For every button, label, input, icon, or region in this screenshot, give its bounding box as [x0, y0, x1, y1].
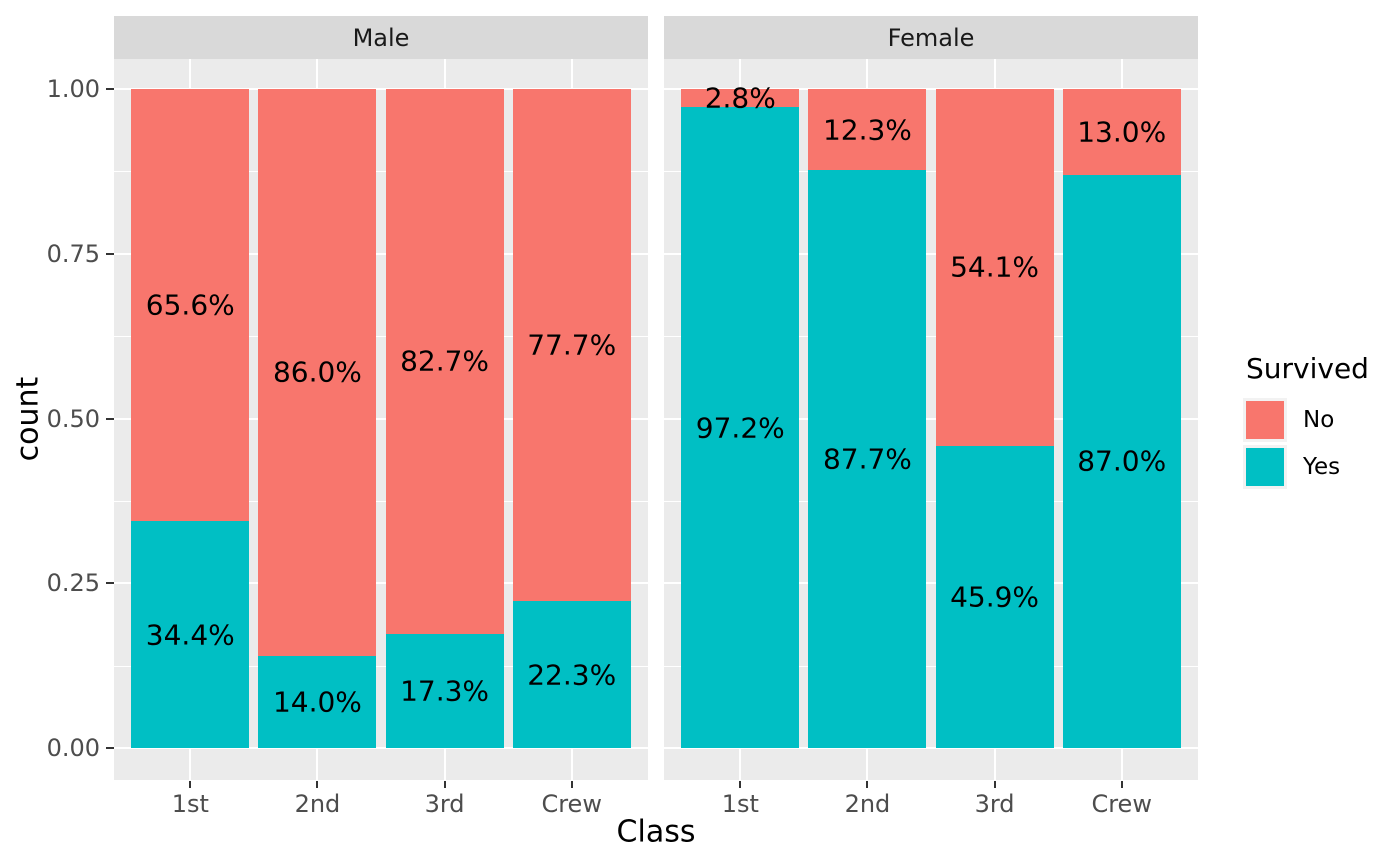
x-tick-mark — [866, 781, 869, 788]
gridline-major-h — [664, 88, 1198, 90]
y-tick-mark — [106, 747, 114, 749]
bar-label: 77.7% — [527, 328, 617, 362]
y-tick-label: 0.25 — [46, 569, 100, 598]
facet-strip-label: Female — [887, 23, 975, 52]
legend-label: Yes — [1303, 454, 1341, 480]
legend: Survived No Yes — [1243, 352, 1369, 492]
x-tick-label: Crew — [541, 790, 602, 818]
x-tick-label: 2nd — [844, 790, 891, 818]
bar-segment-no — [385, 89, 504, 634]
legend-title: Survived — [1246, 352, 1369, 385]
bar-segment-no — [131, 89, 250, 522]
bar-label: 14.0% — [272, 685, 362, 719]
y-tick-label: 0.50 — [46, 404, 100, 433]
x-tick-mark — [739, 781, 742, 788]
y-tick-mark — [106, 582, 114, 585]
bar-segment-yes — [1062, 174, 1181, 748]
bar-label: 97.2% — [695, 411, 785, 445]
bar-label: 22.3% — [527, 658, 617, 692]
legend-swatch-no — [1246, 401, 1284, 439]
x-tick-mark — [189, 781, 192, 788]
x-tick-mark — [570, 781, 573, 788]
gridline-major-h — [664, 582, 1198, 585]
gridline-minor-h — [664, 336, 1198, 338]
bar-segment-no — [512, 89, 631, 602]
facet-strip-label: Male — [352, 23, 410, 52]
x-tick-mark — [993, 781, 996, 788]
bar-segment-no — [258, 89, 377, 656]
bar-label: 34.4% — [145, 618, 235, 652]
bar-label: 87.0% — [1077, 444, 1167, 478]
gridline-major-h — [114, 582, 648, 585]
bar-label: 12.3% — [822, 113, 912, 147]
y-tick-mark — [106, 417, 114, 420]
x-tick-mark — [443, 781, 446, 788]
y-tick-label: 0.00 — [46, 734, 100, 762]
bar-segment-no — [808, 89, 927, 171]
bar-segment-no — [681, 89, 800, 108]
gridline-major-h — [114, 417, 648, 420]
bar-label: 65.6% — [145, 288, 235, 322]
bar-label: 54.1% — [950, 250, 1040, 284]
facet-strip: Female — [664, 16, 1198, 59]
x-tick-mark — [316, 781, 319, 788]
x-tick-label: 1st — [721, 790, 759, 818]
gridline-major-h — [664, 747, 1198, 749]
legend-label: No — [1303, 407, 1335, 433]
legend-items: No Yes — [1243, 398, 1369, 489]
y-tick-label: 1.00 — [46, 75, 100, 103]
gridline-minor-h — [114, 665, 648, 667]
gridline-major-h — [114, 747, 648, 749]
gridline-minor-h — [664, 500, 1198, 502]
bar-label: 82.7% — [400, 344, 490, 378]
bar-segment-yes — [681, 107, 800, 748]
gridline-major-h — [114, 252, 648, 255]
legend-swatch-yes — [1246, 448, 1284, 486]
bar-segment-yes — [512, 601, 631, 748]
bar-segment-no — [1062, 89, 1181, 175]
x-tick-label: 3rd — [424, 790, 465, 818]
x-tick-mark — [1120, 781, 1123, 788]
x-tick-label: 3rd — [974, 790, 1015, 818]
y-tick-mark — [106, 252, 114, 255]
gridline-minor-h — [664, 171, 1198, 173]
x-tick-label: 1st — [171, 790, 209, 818]
bar-label: 2.8% — [704, 81, 776, 115]
gridline-minor-h — [664, 665, 1198, 667]
bar-segment-yes — [808, 170, 927, 748]
y-tick-mark — [106, 88, 114, 90]
y-tick-label: 0.75 — [46, 239, 100, 268]
gridline-major-h — [664, 417, 1198, 420]
gridline-minor-h — [114, 171, 648, 173]
bar-label: 86.0% — [272, 355, 362, 389]
bar-label: 45.9% — [950, 580, 1040, 614]
bar-segment-no — [935, 89, 1054, 446]
x-axis-title: Class — [616, 814, 696, 850]
gridline-minor-h — [114, 500, 648, 502]
bar-segment-yes — [258, 655, 377, 748]
legend-item: Yes — [1243, 445, 1369, 489]
bar-label: 13.0% — [1077, 115, 1167, 149]
legend-key — [1243, 398, 1287, 442]
x-tick-label: Crew — [1091, 790, 1152, 818]
gridline-minor-h — [114, 336, 648, 338]
bar-segment-yes — [385, 633, 504, 748]
bar-segment-yes — [935, 445, 1054, 748]
gridline-major-h — [664, 252, 1198, 255]
facet-strip: Male — [114, 16, 648, 59]
bar-label: 17.3% — [400, 674, 490, 708]
x-tick-label: 2nd — [294, 790, 341, 818]
bar-label: 87.7% — [822, 442, 912, 476]
legend-item: No — [1243, 398, 1369, 442]
legend-key — [1243, 445, 1287, 489]
bar-segment-yes — [131, 521, 250, 748]
gridline-major-h — [114, 88, 648, 90]
